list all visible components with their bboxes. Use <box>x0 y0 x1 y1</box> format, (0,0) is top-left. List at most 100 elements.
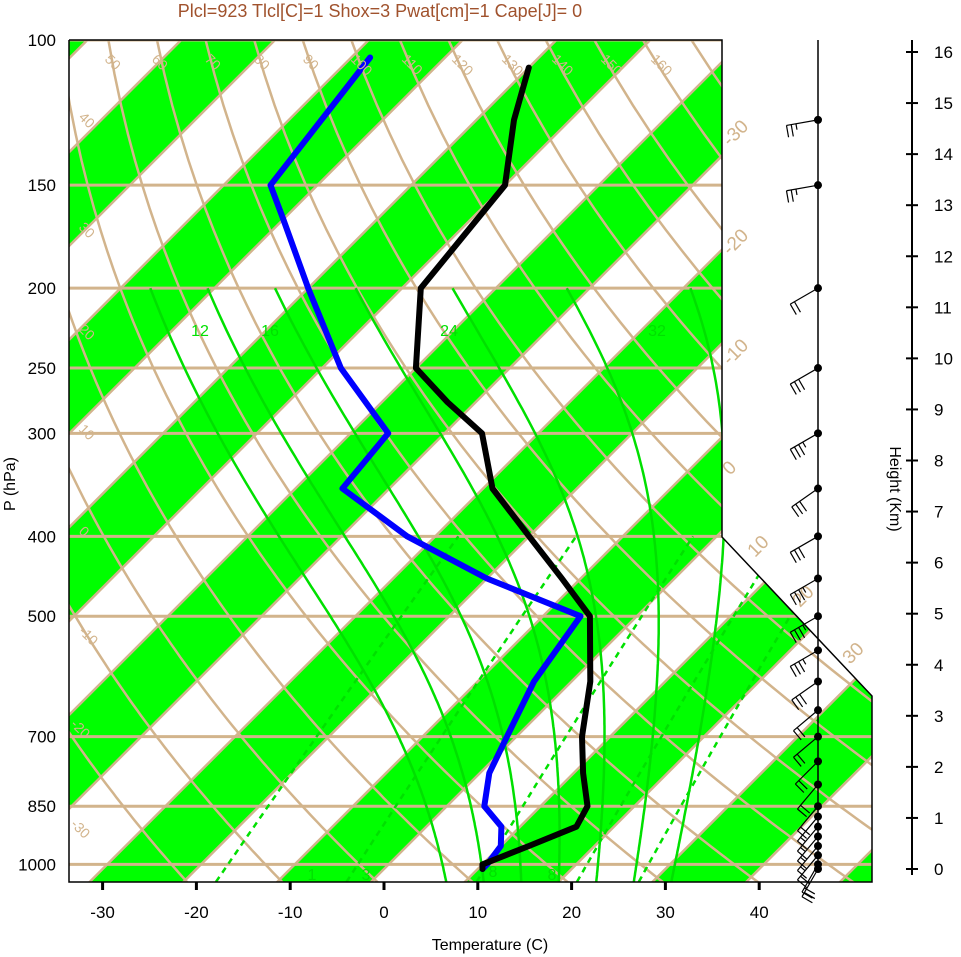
wind-barb-feather <box>797 830 808 839</box>
mixing-ratio-line <box>214 535 460 882</box>
temperature-tick-label: 30 <box>656 903 675 922</box>
height-tick-label: 0 <box>934 860 943 879</box>
pressure-tick-label: 150 <box>28 176 56 195</box>
mixing-ratio-line <box>637 535 839 882</box>
isotherm-label: -10 <box>76 623 102 649</box>
wind-barb-feather <box>800 826 811 836</box>
wind-barb-feather <box>797 840 808 850</box>
temperature-tick-label: -30 <box>90 903 115 922</box>
wind-barb-feather <box>797 850 808 860</box>
mixing-ratio-label: 1 <box>308 867 317 884</box>
wind-barb-feather <box>789 449 797 461</box>
isotherm-band <box>448 40 872 882</box>
wind-barb-staff <box>793 736 819 758</box>
pressure-tick-label: 500 <box>28 607 56 626</box>
isotherm-line <box>69 40 314 882</box>
height-axis-label: Height (Km) <box>886 446 903 531</box>
height-tick-label: 1 <box>934 809 943 828</box>
pressure-tick-label: 400 <box>28 527 56 546</box>
wind-barb-feather <box>785 125 790 138</box>
wind-barb-feather <box>790 189 794 202</box>
x-axis-label: Temperature (C) <box>432 937 548 954</box>
wind-barb-feather <box>797 860 808 870</box>
isotherm-line <box>69 40 408 882</box>
temperature-tick-label: 0 <box>379 903 388 922</box>
height-tick-label: 4 <box>934 656 943 675</box>
theta-e-label: 32 <box>648 323 666 340</box>
height-tick-label: 8 <box>934 452 943 471</box>
wind-barb-feather <box>795 123 798 130</box>
moist-adiabat <box>149 287 448 882</box>
wind-barb-feather <box>793 629 801 641</box>
height-tick-label: 9 <box>934 400 943 419</box>
pressure-tick-label: 200 <box>28 279 56 298</box>
dry-adiabat <box>384 40 872 882</box>
dry-adiabat <box>101 40 685 882</box>
wind-barb-feather <box>798 378 806 390</box>
dewpoint-profile <box>267 54 584 872</box>
dry-adiabat <box>431 40 872 882</box>
height-tick-label: 3 <box>934 707 943 726</box>
isotherm-line <box>69 40 689 882</box>
isotherm-label: 90 <box>300 51 322 73</box>
wind-barb-feather <box>802 658 807 665</box>
mixing-ratio-label: 8 <box>548 867 557 884</box>
dry-adiabat <box>290 40 872 882</box>
isotherm-right-label: -30 <box>719 116 753 150</box>
wind-barb-staff <box>789 615 819 633</box>
height-tick-label: 7 <box>934 503 943 522</box>
mixing-ratio-label: 3 <box>362 867 371 884</box>
plot-frame <box>68 39 873 883</box>
wind-barb-staff <box>796 836 819 862</box>
theta-e-label: 12 <box>191 323 209 340</box>
moist-adiabat <box>565 287 660 882</box>
dry-adiabat <box>243 40 872 882</box>
wind-barb-feather <box>796 753 806 764</box>
height-tick-label: 13 <box>934 196 953 215</box>
wind-barb-feather <box>801 896 813 904</box>
isotherm-line <box>447 40 872 882</box>
wind-barb-feather <box>793 381 801 393</box>
wind-barb-feather <box>789 383 797 395</box>
pressure-tick-label: 100 <box>28 31 56 50</box>
wind-barb-feather <box>785 190 790 203</box>
wind-barb-feather <box>793 549 801 561</box>
wind-barb-feather <box>793 446 801 458</box>
height-tick-label: 16 <box>934 43 953 62</box>
height-tick-label: 14 <box>934 145 953 164</box>
wind-barb-staff <box>791 488 819 508</box>
wind-barb-feather <box>800 866 806 872</box>
dry-adiabat <box>856 40 872 882</box>
wind-barb-feather <box>802 441 807 448</box>
wind-barb-feather <box>789 303 797 315</box>
height-tick-label: 15 <box>934 94 953 113</box>
isotherm-line <box>259 40 872 882</box>
theta-e-label: 8 <box>489 864 498 881</box>
temperature-tick-label: 10 <box>468 903 487 922</box>
wind-barb-feather <box>791 699 800 711</box>
dry-adiabat <box>148 40 782 882</box>
wind-barb-staff <box>793 709 819 732</box>
wind-barb-staff <box>789 535 819 553</box>
wind-barb-staff <box>801 868 819 898</box>
wind-barb-feather <box>798 547 806 559</box>
wind-barb-feather <box>794 783 805 793</box>
isotherm-line <box>635 40 872 882</box>
mixing-ratio-line <box>345 535 578 882</box>
wind-barb-feather <box>789 594 797 606</box>
wind-barb-feather <box>795 188 798 196</box>
wind-barb-feather <box>804 892 816 900</box>
wind-barb-feather <box>795 503 804 515</box>
wind-barb-feather <box>793 301 801 313</box>
wind-barb-feather <box>793 591 801 603</box>
isotherm-line <box>166 40 872 882</box>
isotherm-band <box>69 40 501 882</box>
wind-barb-feather <box>797 870 808 879</box>
wind-barb-feather <box>793 663 801 675</box>
chart-title: Plcl=923 Tlcl[C]=1 Shox=3 Pwat[cm]=1 Cap… <box>178 1 582 21</box>
isotherm-line <box>69 40 502 882</box>
wind-barb-feather <box>804 887 816 895</box>
wind-barb-feather <box>802 586 807 593</box>
height-tick-label: 12 <box>934 247 953 266</box>
wind-barb-feather <box>800 856 806 862</box>
